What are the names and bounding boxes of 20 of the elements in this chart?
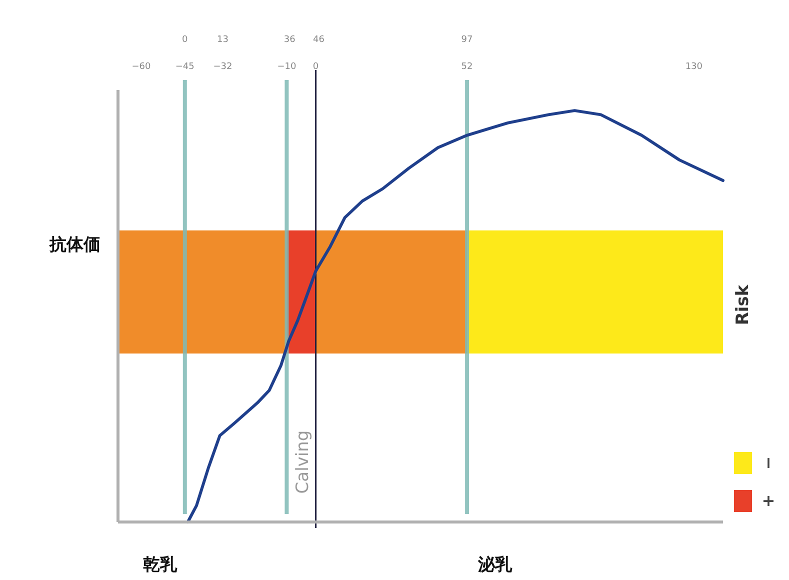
x-tick-label: 52 [461,62,473,72]
x-tick-label: −60 [132,62,152,72]
text: 乾乳 [143,555,178,575]
plot: Calving [118,70,724,528]
x2-tick-label: 46 [312,35,325,45]
text: 泌乳 [477,555,513,575]
x-tick-label: 130 [685,62,703,72]
x-tick-label: −32 [213,62,232,72]
x-tick-label: −10 [277,62,296,72]
y-axis-title: 抗体価 [48,235,100,255]
x2-tick-label: 13 [216,35,228,45]
x-tick-label: 0 [312,62,319,72]
legend-label: + [758,494,778,508]
ref-line-label: Calving [292,430,313,494]
legend-label: − [758,456,778,470]
x2-tick-label: 0 [182,35,188,45]
x2-tick-label: 97 [461,35,473,45]
x-tick-label: −45 [175,62,194,72]
legend-title: Risk [733,284,753,326]
x2-tick-label: 36 [284,35,296,45]
